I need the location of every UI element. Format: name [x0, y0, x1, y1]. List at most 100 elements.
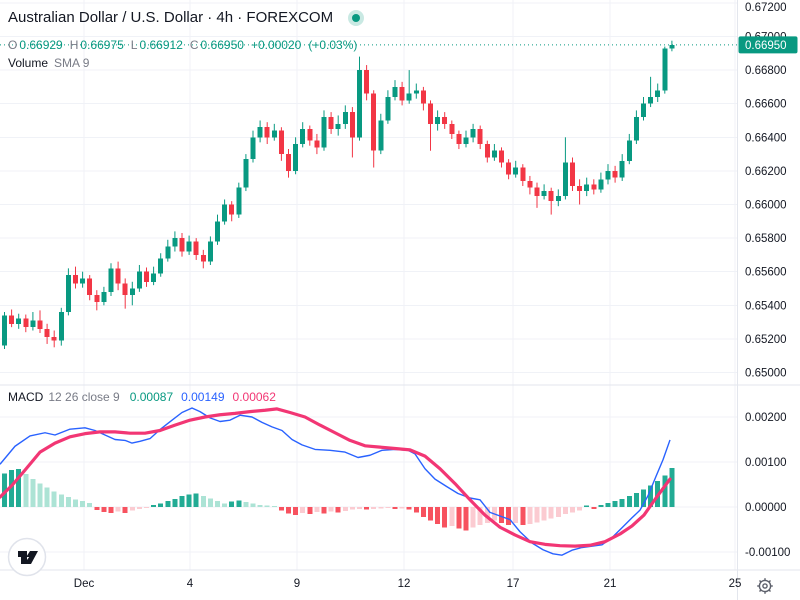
candle-body — [222, 204, 228, 222]
macd-histogram-bar — [570, 507, 575, 513]
macd-histogram-bar — [456, 507, 462, 529]
candle-body — [619, 160, 625, 178]
macd-histogram-bar — [136, 507, 142, 509]
price-axis-label: 0.66400 — [745, 132, 787, 144]
volume-indicator-legend[interactable]: Volume SMA 9 — [8, 56, 89, 70]
macd-axis-label: -0.00100 — [745, 547, 790, 559]
macd-histogram-bar — [555, 507, 561, 517]
macd-histogram-bar — [193, 493, 199, 507]
macd-histogram-bar — [392, 507, 398, 509]
high-value: 0.66975 — [80, 38, 124, 52]
macd-histogram-bar — [236, 500, 242, 507]
macd-axis-label: 0.00000 — [745, 502, 787, 514]
candle-body — [541, 191, 547, 197]
candle-body — [108, 268, 114, 292]
candle-body — [257, 127, 263, 138]
candle-body — [58, 312, 64, 341]
candle-body — [555, 196, 561, 202]
candle-body — [215, 221, 220, 242]
macd-histogram-bar — [30, 479, 36, 507]
macd-histogram-bar — [591, 507, 597, 509]
macd-histogram-bar — [435, 507, 441, 525]
macd-histogram-bar — [44, 487, 50, 507]
macd-histogram-bar — [626, 496, 632, 507]
macd-histogram-bar — [641, 489, 646, 507]
macd-histogram-bar — [286, 507, 291, 514]
candle-body — [293, 144, 299, 171]
time-axis-label: 21 — [604, 578, 617, 590]
macd-histogram-bar — [87, 502, 93, 507]
macd-histogram-bar — [108, 507, 114, 513]
candle-body — [655, 90, 661, 97]
macd-label: MACD — [8, 390, 44, 404]
volume-label: Volume — [8, 56, 49, 70]
candle-body — [399, 86, 405, 101]
candle-body — [371, 93, 377, 151]
macd-signal-value: 0.00062 — [232, 390, 276, 404]
macd-histogram-bar — [406, 507, 412, 510]
macd-histogram-bar — [669, 467, 675, 507]
macd-histogram-bar — [101, 507, 107, 512]
settings-gear-icon[interactable] — [754, 575, 776, 597]
candle-body — [65, 275, 71, 313]
candle-body — [193, 241, 199, 255]
last-price-value: 0.66950 — [745, 40, 787, 52]
macd-histogram-bar — [548, 507, 554, 519]
candle-body — [349, 112, 355, 138]
market-status-icon[interactable] — [348, 10, 364, 26]
macd-histogram-bar — [73, 499, 78, 507]
macd-histogram-bar — [250, 503, 256, 507]
macd-histogram-bar — [23, 474, 29, 507]
candle-body — [307, 128, 313, 141]
candle-body — [470, 128, 476, 138]
candle-body — [570, 162, 575, 187]
candle-body — [662, 48, 668, 91]
high-label: H — [69, 38, 79, 52]
macd-histogram-bar — [449, 507, 455, 526]
macd-indicator-legend[interactable]: MACD 12 26 close 9 0.00087 0.00149 0.00062 — [8, 390, 276, 404]
low-label: L — [130, 38, 138, 52]
price-axis-label: 0.65600 — [745, 267, 787, 279]
candle-body — [94, 295, 100, 302]
macd-histogram-bar — [484, 507, 490, 523]
candle-body — [115, 268, 121, 284]
price-axis[interactable] — [738, 0, 800, 570]
tradingview-logo[interactable] — [6, 536, 48, 578]
macd-histogram-bar — [307, 507, 313, 515]
macd-histogram-bar — [314, 507, 320, 512]
macd-histogram-bar — [122, 507, 128, 513]
open-label: O — [8, 38, 18, 52]
candle-body — [151, 273, 157, 282]
macd-signal-line — [0, 407, 672, 548]
candle-body — [207, 241, 213, 262]
macd-histogram-bar — [264, 505, 270, 507]
candle-body — [442, 117, 448, 124]
price-axis-label: 0.65800 — [745, 233, 787, 245]
volume-params: SMA 9 — [54, 56, 90, 70]
candle-body — [456, 133, 462, 145]
macd-histogram-bar — [151, 505, 157, 507]
macd-histogram-bar — [562, 507, 568, 515]
candle-body — [342, 112, 348, 124]
time-axis[interactable] — [0, 570, 738, 600]
time-axis-label: 4 — [187, 578, 194, 590]
candle-body — [357, 70, 362, 138]
macd-histogram-bar — [37, 483, 43, 507]
candle-body — [392, 86, 398, 97]
symbol-title[interactable]: Australian Dollar / U.S. Dollar · 4h · F… — [8, 9, 334, 26]
candle-body — [136, 271, 142, 289]
macd-histogram-bar — [371, 507, 377, 509]
macd-histogram-bar — [342, 507, 348, 512]
macd-histogram-bar — [165, 501, 171, 507]
time-axis-label: Dec — [74, 578, 95, 590]
macd-histogram-bar — [477, 507, 483, 525]
candle-body — [513, 167, 519, 175]
price-axis-label: 0.67200 — [745, 2, 787, 14]
macd-histogram-bar — [321, 507, 327, 514]
close-value: 0.66950 — [200, 38, 244, 52]
candle-body — [669, 44, 675, 49]
macd-histogram-bar — [271, 506, 277, 508]
candle-body — [378, 120, 384, 151]
macd-histogram-bar — [229, 501, 235, 507]
